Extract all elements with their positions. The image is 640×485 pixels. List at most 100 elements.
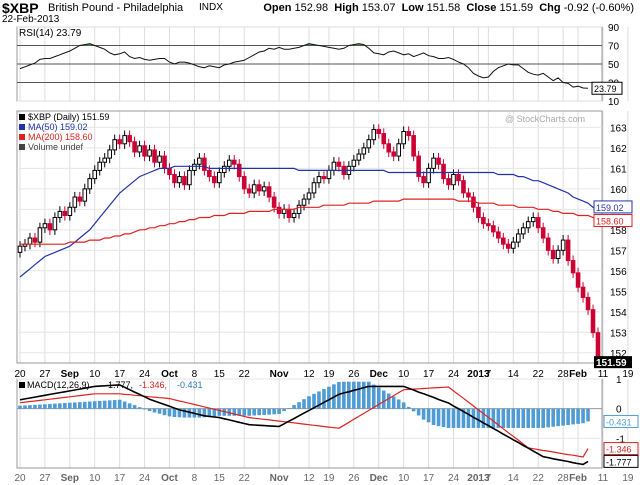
open-value: 152.98 bbox=[294, 2, 329, 14]
x-tick-label-bottom: Sep bbox=[61, 473, 79, 484]
x-tick-label-bottom: 2013 bbox=[467, 473, 490, 484]
histogram-bar bbox=[282, 408, 286, 412]
candle-down bbox=[550, 249, 556, 260]
histogram-bar bbox=[357, 381, 361, 409]
candle-down bbox=[167, 167, 172, 176]
histogram-bar bbox=[23, 405, 27, 409]
low-value: 151.58 bbox=[426, 2, 461, 14]
histogram-bar bbox=[501, 408, 506, 428]
rsi-tick-label: 10 bbox=[608, 97, 620, 108]
histogram-bar bbox=[167, 408, 172, 417]
histogram-bar bbox=[421, 408, 426, 420]
histogram-bar bbox=[337, 381, 341, 409]
x-tick-label-bottom: 17 bbox=[423, 473, 435, 484]
rsi-last-badge-box bbox=[591, 81, 623, 95]
candle-up bbox=[72, 196, 78, 208]
x-axis-labels: 20202727SepSep101017172424OctOct88151522… bbox=[14, 369, 633, 484]
histogram-bar bbox=[73, 402, 77, 409]
x-tick-label: 10 bbox=[398, 369, 410, 380]
x-tick-label: 15 bbox=[214, 369, 226, 380]
candle-down bbox=[172, 174, 177, 184]
candle-down bbox=[132, 141, 137, 153]
legend-swatch bbox=[19, 144, 25, 150]
watermark: @ StockCharts.com bbox=[505, 114, 585, 124]
price-tick-label: 154 bbox=[610, 308, 627, 319]
histogram-bar bbox=[287, 408, 291, 409]
histogram-last-badge-box bbox=[603, 414, 639, 428]
candle-up bbox=[520, 227, 526, 235]
histogram-bar bbox=[436, 408, 441, 427]
x-tick-label: 19 bbox=[323, 369, 335, 380]
candle-up bbox=[555, 249, 561, 260]
candle-up bbox=[57, 210, 63, 219]
rsi-tick-label: 90 bbox=[608, 23, 620, 34]
macd-legend-entry: MACD(12,26,9) bbox=[27, 380, 90, 390]
candle-up bbox=[366, 139, 372, 149]
histogram-bar bbox=[312, 393, 316, 409]
candle-down bbox=[271, 196, 277, 208]
legend-swatch bbox=[19, 114, 25, 120]
candle-down bbox=[580, 286, 586, 298]
histogram-bar bbox=[242, 408, 247, 416]
x-tick-label: 12 bbox=[303, 369, 315, 380]
histogram-bar bbox=[416, 408, 421, 416]
histogram-bar bbox=[232, 408, 237, 416]
histogram-bar bbox=[516, 408, 521, 428]
x-tick-label: 22 bbox=[239, 369, 251, 380]
histogram-bar bbox=[92, 401, 97, 409]
x-tick-label: 10 bbox=[89, 369, 101, 380]
candle-up bbox=[17, 245, 23, 253]
x-tick-label: 14 bbox=[508, 369, 520, 380]
histogram-last-badge-label: -0.431 bbox=[606, 417, 632, 427]
candle-up bbox=[296, 204, 302, 214]
candle-up bbox=[311, 182, 317, 194]
ma50-line bbox=[19, 165, 599, 278]
x-tick-label: 28 bbox=[558, 369, 570, 380]
histogram-bar bbox=[391, 396, 396, 409]
candle-up bbox=[371, 128, 377, 141]
x-tick-label: 20 bbox=[14, 369, 26, 380]
candle-down bbox=[321, 176, 327, 180]
price-tick-label: 161 bbox=[610, 164, 627, 175]
legend-entry: $XBP (Daily) 151.59 bbox=[28, 112, 109, 122]
macd-last-badge: -1.777 bbox=[603, 454, 639, 468]
candle-up bbox=[261, 186, 267, 192]
histogram-bar bbox=[371, 384, 376, 409]
candle-up bbox=[291, 212, 297, 219]
histogram-bar bbox=[446, 408, 451, 428]
quote-date: 22-Feb-2013 bbox=[2, 14, 60, 25]
macd-last-badge-label: -1.777 bbox=[606, 457, 632, 467]
histogram-bar bbox=[63, 403, 67, 409]
x-tick-label-bottom: 17 bbox=[114, 473, 126, 484]
candle-up bbox=[515, 233, 521, 243]
macd-badges: -0.431 -1.346 -1.777 bbox=[603, 414, 639, 468]
candle-down bbox=[466, 192, 471, 198]
price-tick-label: 152 bbox=[610, 349, 627, 360]
histogram-bar bbox=[327, 386, 331, 409]
histogram-bar bbox=[451, 408, 456, 428]
histogram-bar bbox=[222, 408, 227, 416]
x-tick-label: 8 bbox=[192, 369, 198, 380]
candle-up bbox=[221, 165, 227, 173]
candle-up bbox=[157, 155, 162, 163]
candle-down bbox=[117, 139, 122, 145]
x-tick-label-bottom: 22 bbox=[239, 473, 251, 484]
candle-down bbox=[486, 223, 491, 227]
candle-down bbox=[62, 210, 68, 216]
histogram-bar bbox=[406, 406, 411, 409]
candle-down bbox=[421, 176, 426, 184]
x-tick-label-bottom: 8 bbox=[192, 473, 198, 484]
histogram-bar bbox=[97, 400, 102, 409]
x-tick-label: 7 bbox=[486, 369, 492, 380]
candle-down bbox=[202, 157, 207, 171]
candle-down bbox=[142, 145, 147, 157]
histogram-bar bbox=[431, 408, 436, 425]
ma200-last-badge: 158.60 bbox=[593, 214, 633, 228]
macd-signal-line bbox=[19, 386, 589, 458]
histogram-bar bbox=[172, 408, 177, 417]
ma200-last-badge-box bbox=[593, 214, 633, 228]
candle-up bbox=[147, 149, 152, 157]
histogram-bar bbox=[317, 391, 321, 409]
candle-down bbox=[236, 163, 242, 178]
candle-up bbox=[97, 161, 103, 171]
